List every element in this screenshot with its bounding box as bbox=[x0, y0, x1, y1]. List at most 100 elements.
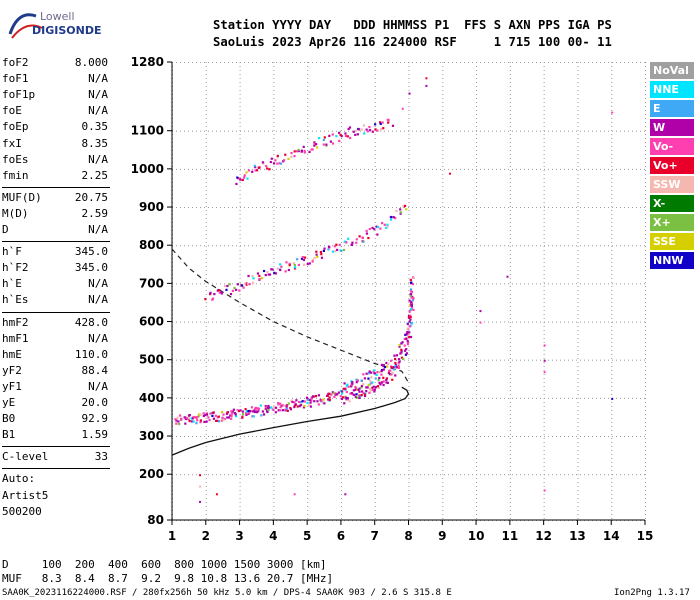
grid-dot bbox=[408, 378, 410, 379]
echo-point bbox=[326, 394, 329, 397]
grid-dot bbox=[644, 207, 645, 209]
grid-dot bbox=[577, 450, 579, 451]
echo-point bbox=[611, 397, 614, 400]
grid-dot bbox=[239, 110, 241, 111]
grid-dot bbox=[645, 162, 646, 163]
echo-point bbox=[230, 415, 233, 418]
grid-dot bbox=[205, 338, 207, 339]
grid-dot bbox=[645, 154, 646, 155]
grid-dot bbox=[488, 62, 489, 63]
echo-point bbox=[399, 352, 402, 355]
grid-dot bbox=[388, 283, 389, 285]
grid-dot bbox=[384, 130, 385, 132]
grid-dot bbox=[340, 286, 342, 287]
grid-dot bbox=[324, 245, 325, 247]
grid-dot bbox=[340, 494, 342, 495]
grid-dot bbox=[320, 168, 321, 170]
grid-dot bbox=[645, 394, 646, 395]
grid-dot bbox=[543, 110, 545, 111]
echo-point bbox=[353, 393, 356, 396]
grid-dot bbox=[584, 207, 585, 209]
grid-dot bbox=[628, 245, 629, 247]
grid-dot bbox=[576, 168, 577, 170]
grid-dot bbox=[636, 321, 637, 323]
grid-dot bbox=[509, 186, 511, 187]
grid-dot bbox=[408, 359, 409, 361]
grid-dot bbox=[442, 382, 444, 383]
grid-dot bbox=[476, 86, 478, 87]
grid-dot bbox=[428, 62, 429, 63]
grid-dot bbox=[324, 321, 325, 323]
grid-dot bbox=[256, 474, 257, 476]
grid-dot bbox=[360, 130, 361, 132]
grid-dot bbox=[611, 442, 613, 443]
grid-dot bbox=[604, 245, 605, 247]
grid-dot bbox=[307, 334, 309, 335]
grid-dot bbox=[442, 102, 444, 103]
grid-dot bbox=[356, 62, 357, 63]
grid-dot bbox=[611, 282, 613, 283]
echo-point bbox=[292, 262, 295, 265]
grid-dot bbox=[372, 321, 373, 323]
grid-dot bbox=[456, 283, 457, 285]
grid-dot bbox=[524, 321, 525, 323]
grid-dot bbox=[336, 62, 337, 63]
param-label: foF2 bbox=[2, 56, 29, 69]
grid-dot bbox=[442, 358, 444, 359]
grid-dot bbox=[584, 474, 585, 476]
grid-dot bbox=[307, 502, 309, 503]
grid-dot bbox=[239, 150, 241, 151]
grid-dot bbox=[252, 359, 253, 361]
grid-dot bbox=[340, 206, 342, 207]
grid-dot bbox=[360, 168, 361, 170]
grid-dot bbox=[476, 283, 477, 285]
grid-dot bbox=[460, 436, 461, 438]
grid-dot bbox=[352, 359, 353, 361]
grid-dot bbox=[424, 397, 425, 399]
echo-point bbox=[335, 135, 338, 138]
grid-dot bbox=[645, 346, 646, 347]
grid-dot bbox=[588, 245, 589, 247]
grid-dot bbox=[308, 359, 309, 361]
grid-dot bbox=[556, 283, 557, 285]
grid-dot bbox=[340, 498, 342, 499]
param-b1: B1 1.59 bbox=[2, 428, 108, 444]
grid-dot bbox=[374, 126, 376, 127]
grid-dot bbox=[645, 486, 646, 487]
grid-dot bbox=[645, 506, 646, 507]
grid-dot bbox=[611, 66, 613, 67]
grid-dot bbox=[205, 178, 207, 179]
echo-point bbox=[284, 408, 287, 411]
grid-dot bbox=[374, 234, 376, 235]
grid-dot bbox=[645, 306, 646, 307]
grid-dot bbox=[360, 62, 361, 63]
grid-dot bbox=[374, 238, 376, 239]
grid-dot bbox=[273, 498, 275, 499]
grid-dot bbox=[577, 274, 579, 275]
grid-dot bbox=[580, 130, 581, 132]
grid-dot bbox=[509, 294, 511, 295]
grid-dot bbox=[348, 436, 349, 438]
grid-dot bbox=[239, 202, 241, 203]
grid-dot bbox=[400, 62, 401, 63]
grid-dot bbox=[307, 258, 309, 259]
grid-dot bbox=[239, 274, 241, 275]
grid-dot bbox=[408, 210, 410, 211]
grid-dot bbox=[509, 430, 511, 431]
param-mufd: MUF(D) 20.75 bbox=[2, 191, 108, 207]
grid-dot bbox=[340, 150, 342, 151]
grid-dot bbox=[442, 138, 444, 139]
echo-point bbox=[307, 398, 310, 402]
grid-dot bbox=[307, 362, 309, 363]
grid-dot bbox=[408, 382, 410, 383]
grid-dot bbox=[340, 474, 341, 476]
grid-dot bbox=[528, 436, 529, 438]
echo-point bbox=[366, 130, 369, 133]
grid-dot bbox=[239, 74, 241, 75]
grid-dot bbox=[184, 130, 185, 132]
echo-point bbox=[388, 369, 391, 373]
grid-dot bbox=[496, 130, 497, 132]
echo-point bbox=[349, 392, 352, 395]
echo-point bbox=[342, 248, 346, 252]
echo-point bbox=[406, 339, 409, 343]
